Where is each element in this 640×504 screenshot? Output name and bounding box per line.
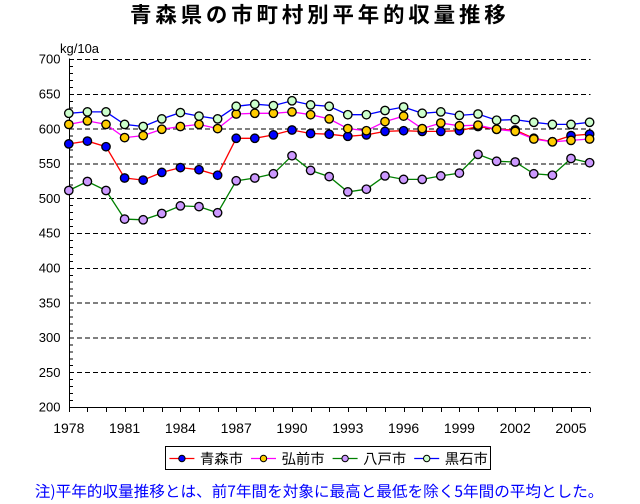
svg-text:250: 250 [39, 365, 61, 380]
svg-text:1999: 1999 [444, 420, 475, 436]
svg-text:1996: 1996 [388, 420, 419, 436]
svg-text:1993: 1993 [332, 420, 363, 436]
svg-text:200: 200 [39, 400, 61, 415]
svg-text:350: 350 [39, 295, 61, 310]
svg-text:1981: 1981 [109, 420, 140, 436]
svg-text:1987: 1987 [221, 420, 252, 436]
svg-text:600: 600 [39, 121, 61, 136]
svg-text:450: 450 [39, 226, 61, 241]
svg-text:300: 300 [39, 330, 61, 345]
svg-text:700: 700 [39, 52, 61, 67]
svg-text:1990: 1990 [276, 420, 307, 436]
svg-text:400: 400 [39, 261, 61, 276]
svg-text:1978: 1978 [53, 420, 84, 436]
svg-text:kg/10a: kg/10a [60, 41, 100, 56]
svg-text:2002: 2002 [500, 420, 531, 436]
svg-text:500: 500 [39, 191, 61, 206]
svg-text:550: 550 [39, 156, 61, 171]
svg-text:2005: 2005 [555, 420, 586, 436]
svg-text:650: 650 [39, 87, 61, 102]
svg-text:1984: 1984 [165, 420, 196, 436]
